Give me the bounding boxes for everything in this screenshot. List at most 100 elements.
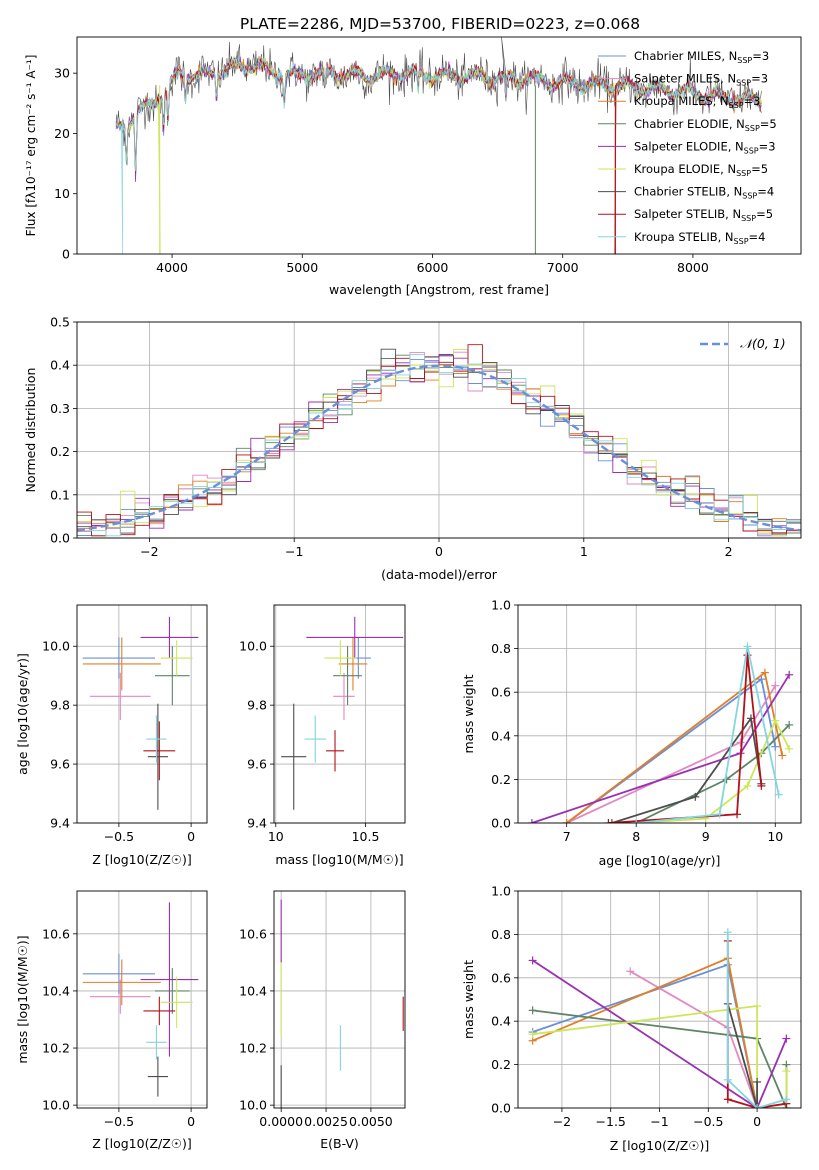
y-tick-label: 10.4 [239, 983, 267, 998]
legend-entry-value: =5 [756, 207, 773, 221]
x-tick-label: 7000 [547, 260, 579, 275]
y-tick-label: 0.4 [50, 358, 70, 373]
legend-entry: 𝒩(0, 1) [740, 336, 786, 351]
mass_vs_Z-panel: −0.5 0 10.0 10.2 10.4 10.6 Z [log10(Z/Z☉)] mass… [15, 890, 208, 1151]
weight-line [611, 716, 763, 823]
legend-entry: Chabrier MILES, NSSP=3 [634, 49, 769, 65]
legend-entry-subscript: SSP [744, 146, 759, 155]
x-tick-label: 6000 [417, 260, 449, 275]
x-axis-label: (data-model)/error [381, 567, 498, 582]
spectrum-plot-area [115, 37, 762, 254]
y-tick-label: 9.4 [247, 816, 267, 831]
x-axis-label: Z [log10(Z/Z☉)] [92, 852, 192, 867]
weight_vs_Z-plot-area [528, 928, 791, 1108]
y-tick-label: 30 [54, 66, 70, 81]
age_vs_mass-frame [273, 604, 406, 824]
x-tick-label: 0 [187, 1114, 195, 1129]
y-axis-label: mass [log10(M/M☉)] [15, 935, 30, 1063]
y-tick-label: 9.6 [247, 757, 267, 772]
residuals-plot-area [77, 344, 801, 537]
legend-entry-subscript: SSP [737, 56, 752, 65]
weight-line [532, 959, 788, 1108]
mass_vs_Z-frame [76, 890, 208, 1109]
x-tick-label: 9 [702, 829, 710, 844]
histogram-step [77, 353, 801, 537]
legend-entry-value: =3 [744, 94, 761, 108]
legend-entry: Salpeter ELODIE, NSSP=3 [634, 139, 776, 155]
y-tick-label: 10.0 [239, 1098, 267, 1113]
x-tick-label: −0.5 [693, 1114, 723, 1129]
y-tick-label: 10.4 [42, 983, 70, 998]
legend-entry-value: =5 [751, 162, 768, 176]
spectrum-line [115, 56, 762, 254]
legend-entry-subscript: SSP [741, 214, 756, 223]
legend-entry-value: =3 [751, 72, 768, 86]
x-tick-label: 10.5 [352, 829, 380, 844]
legend-entry-value: =5 [760, 117, 777, 131]
legend-entry-subscript: SSP [745, 124, 760, 133]
mass_vs_ebv-frame [273, 890, 406, 1109]
weight_vs_Z-panel: −2 −1.5 −1 −0.5 0 0.0 0.2 0.4 0.6 0.8 1.0 Z [log10(… [461, 884, 802, 1153]
x-tick-label: −1.5 [596, 1114, 626, 1129]
legend-entry-value: =4 [749, 230, 766, 244]
legend-entry: Salpeter MILES, NSSP=3 [634, 72, 768, 88]
legend-entry-subscript: SSP [736, 79, 751, 88]
y-tick-label: 0.4 [491, 1014, 511, 1029]
y-tick-label: 0.8 [491, 641, 511, 656]
legend-entry-subscript: SSP [742, 192, 757, 201]
x-tick-label: 10 [767, 829, 783, 844]
y-axis-label: Flux [fλ10⁻¹⁷ erg cm⁻² s⁻¹ A⁻¹] [24, 55, 38, 237]
x-axis-label: mass [log10(M/M☉)] [275, 852, 403, 867]
y-tick-label: 9.4 [50, 816, 70, 831]
y-tick-label: 10.2 [239, 1041, 267, 1056]
x-tick-label: 0.0050 [349, 1114, 393, 1129]
y-tick-label: 10.0 [239, 639, 267, 654]
legend-entry-subscript: SSP [736, 169, 751, 178]
x-tick-label: −0.5 [104, 829, 134, 844]
y-tick-label: 9.8 [247, 698, 267, 713]
legend-entry-text: Kroupa MILES, N [634, 94, 729, 108]
legend-entry: Chabrier STELIB, NSSP=4 [634, 185, 774, 201]
x-tick-label: 4000 [156, 260, 188, 275]
x-tick-label: 8 [632, 829, 640, 844]
y-tick-label: 9.8 [50, 698, 70, 713]
legend-entry: Salpeter STELIB, NSSP=5 [634, 207, 773, 223]
legend-entry: Kroupa STELIB, NSSP=4 [634, 230, 765, 246]
y-tick-label: 0 [62, 247, 70, 262]
spectrum-line [115, 37, 762, 183]
y-tick-label: 10 [54, 186, 70, 201]
x-tick-label: 7 [563, 829, 571, 844]
y-tick-label: 0.3 [50, 401, 70, 416]
y-tick-label: 10.6 [42, 926, 70, 941]
y-axis-label: mass weight [461, 674, 476, 753]
residuals-legend: 𝒩(0, 1) [700, 336, 786, 351]
y-tick-label: 0.0 [50, 531, 70, 546]
x-axis-label: Z [log10(Z/Z☉)] [610, 1138, 710, 1153]
y-tick-label: 10.2 [42, 1041, 70, 1056]
legend-entry-subscript: SSP [734, 237, 749, 246]
y-tick-label: 0.6 [491, 970, 511, 985]
x-tick-label: 0.0025 [304, 1114, 348, 1129]
x-tick-label: −2 [553, 1114, 571, 1129]
weight-line [531, 674, 790, 823]
histogram-step [77, 348, 801, 537]
x-tick-label: 0 [435, 544, 443, 559]
legend-entry-text: Chabrier STELIB, N [634, 185, 742, 199]
y-tick-label: 0.5 [50, 315, 70, 330]
x-axis-label: E(B-V) [320, 1136, 359, 1151]
y-tick-label: 10.0 [42, 639, 70, 654]
x-tick-label: 0 [753, 1114, 761, 1129]
residuals-frame [76, 321, 802, 539]
x-tick-label: 10 [268, 829, 284, 844]
y-tick-label: 0.1 [50, 487, 70, 502]
y-tick-label: 9.6 [50, 757, 70, 772]
mass_vs_ebv-plot-area [280, 899, 404, 1108]
weight-line [636, 646, 780, 823]
legend-entry-text: Salpeter ELODIE, N [634, 139, 744, 153]
weight_vs_Z-frame [517, 890, 802, 1109]
y-tick-label: 1.0 [491, 598, 511, 613]
y-tick-label: 0.0 [491, 1101, 511, 1116]
x-tick-label: 0.0000 [259, 1114, 303, 1129]
y-tick-label: 0.6 [491, 685, 511, 700]
y-tick-label: 1.0 [491, 884, 511, 899]
